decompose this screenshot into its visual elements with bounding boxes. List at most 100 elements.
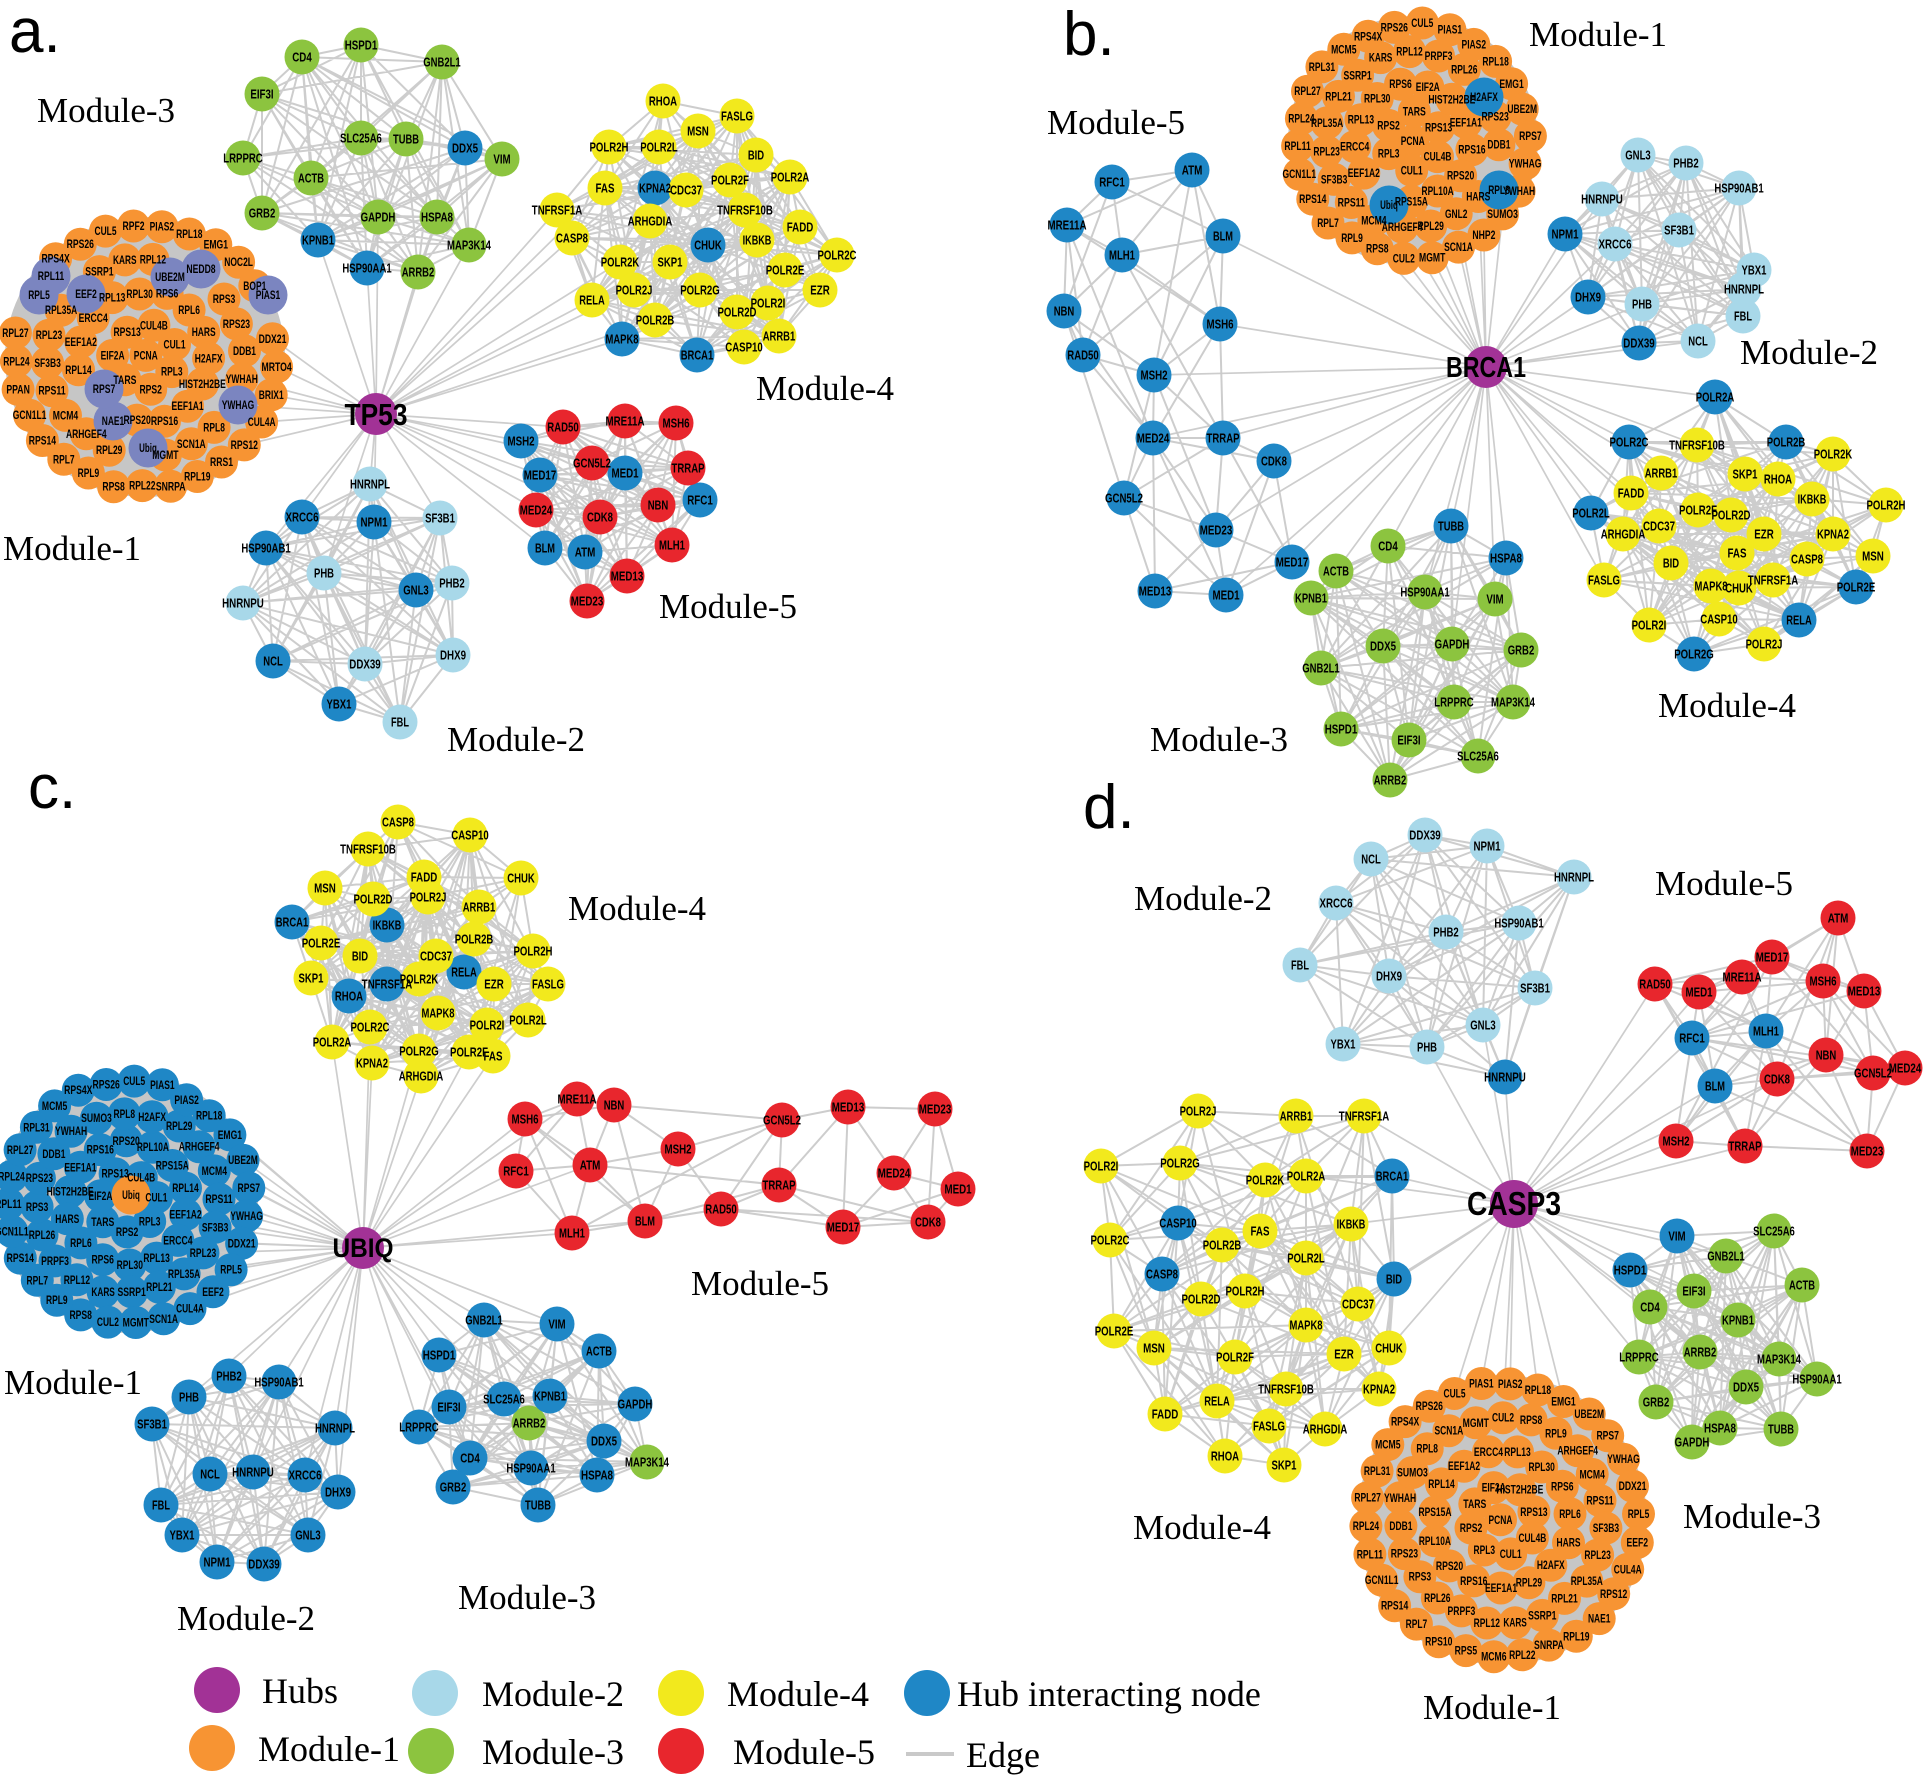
svg-text:PIAS2: PIAS2 (174, 1095, 199, 1107)
svg-text:KPNB1: KPNB1 (534, 1389, 566, 1404)
svg-text:EEF1A1: EEF1A1 (1485, 1583, 1518, 1595)
svg-text:CHUK: CHUK (507, 871, 535, 886)
svg-text:HIST2H2BE: HIST2H2BE (1428, 94, 1475, 106)
svg-text:POLR2K: POLR2K (1814, 447, 1853, 462)
svg-text:RPS26: RPS26 (67, 239, 94, 251)
svg-text:FBL: FBL (152, 1498, 170, 1513)
svg-text:RPL30: RPL30 (126, 289, 152, 301)
svg-text:RPS6: RPS6 (1551, 1481, 1574, 1493)
svg-text:CUL5: CUL5 (123, 1076, 145, 1088)
svg-text:PHB: PHB (1417, 1040, 1437, 1055)
svg-text:PIAS1: PIAS1 (1469, 1379, 1494, 1391)
svg-text:DDX5: DDX5 (1370, 639, 1396, 654)
svg-text:RPL35A: RPL35A (1311, 118, 1343, 130)
svg-text:CD4: CD4 (292, 50, 312, 65)
svg-text:MGMT: MGMT (1419, 253, 1445, 265)
svg-text:H2AFX: H2AFX (1470, 92, 1498, 104)
svg-text:CD4: CD4 (1640, 1300, 1660, 1315)
svg-text:RPS4X: RPS4X (64, 1085, 93, 1097)
svg-text:HNRNPU: HNRNPU (232, 1465, 274, 1480)
svg-text:CUL4A: CUL4A (248, 417, 276, 429)
svg-text:IKBKB: IKBKB (373, 918, 402, 933)
svg-text:POLR2E: POLR2E (766, 263, 805, 278)
svg-text:POLR2K: POLR2K (1246, 1173, 1285, 1188)
svg-text:POLR2G: POLR2G (680, 283, 720, 298)
svg-text:RPL23: RPL23 (190, 1248, 216, 1260)
svg-text:MGMT: MGMT (152, 450, 178, 462)
svg-text:MED1: MED1 (944, 1182, 971, 1197)
svg-text:NCL: NCL (1361, 852, 1381, 867)
svg-text:HARS: HARS (1466, 192, 1490, 204)
svg-text:SSRP1: SSRP1 (1528, 1610, 1557, 1622)
svg-text:CDC37: CDC37 (420, 949, 452, 964)
svg-text:YWHAG: YWHAG (222, 400, 255, 412)
svg-text:EIF2A: EIF2A (1416, 82, 1440, 94)
svg-text:RPL35A: RPL35A (168, 1269, 200, 1281)
svg-text:MSN: MSN (1143, 1341, 1165, 1356)
svg-text:RPL10A: RPL10A (1419, 1536, 1451, 1548)
svg-text:YWHAG: YWHAG (1607, 1454, 1640, 1466)
svg-text:MLH1: MLH1 (1753, 1024, 1779, 1039)
svg-text:NBN: NBN (648, 498, 669, 513)
svg-text:RPS7: RPS7 (93, 384, 116, 396)
svg-text:Hubs: Hubs (262, 1671, 338, 1711)
svg-text:TUBB: TUBB (393, 132, 419, 147)
svg-text:RPL12: RPL12 (1474, 1618, 1500, 1630)
svg-text:MSH2: MSH2 (507, 434, 534, 449)
svg-text:BLM: BLM (1705, 1079, 1725, 1094)
svg-text:PHB2: PHB2 (1673, 156, 1699, 171)
svg-text:HNRNPL: HNRNPL (315, 1421, 355, 1436)
svg-text:MED24: MED24 (520, 503, 553, 518)
svg-text:RPL9: RPL9 (78, 468, 100, 480)
svg-text:RPS4X: RPS4X (41, 254, 70, 266)
svg-text:TARS: TARS (91, 1217, 114, 1229)
svg-text:GNL3: GNL3 (295, 1528, 321, 1543)
svg-text:POLR2D: POLR2D (1712, 508, 1751, 523)
svg-text:RPL7: RPL7 (1317, 218, 1339, 230)
svg-text:CD4: CD4 (1378, 539, 1398, 554)
svg-text:TNFRSF1A: TNFRSF1A (1748, 573, 1799, 588)
svg-text:RPL5: RPL5 (1628, 1509, 1650, 1521)
svg-text:YBX1: YBX1 (170, 1528, 195, 1543)
svg-text:DDX39: DDX39 (248, 1557, 279, 1572)
svg-text:GCN5L2: GCN5L2 (1105, 491, 1143, 506)
svg-text:NEDD8: NEDD8 (186, 264, 216, 276)
svg-text:GNL3: GNL3 (1470, 1018, 1496, 1033)
svg-text:RPL8: RPL8 (1416, 1444, 1438, 1456)
svg-text:RPL29: RPL29 (166, 1121, 192, 1133)
svg-text:EMG1: EMG1 (1551, 1397, 1576, 1409)
svg-text:MED23: MED23 (1851, 1144, 1884, 1159)
svg-text:SF3B1: SF3B1 (137, 1417, 167, 1432)
svg-text:TUBB: TUBB (525, 1498, 551, 1513)
svg-text:TUBB: TUBB (1438, 519, 1464, 534)
svg-text:EEF1A1: EEF1A1 (172, 401, 205, 413)
svg-text:ATM: ATM (1182, 163, 1203, 178)
svg-text:Module-5: Module-5 (691, 1264, 829, 1303)
svg-text:HARS: HARS (192, 327, 216, 339)
svg-text:SLC25A6: SLC25A6 (1457, 749, 1499, 764)
svg-text:MSH6: MSH6 (1809, 974, 1836, 989)
svg-text:MRE11A: MRE11A (558, 1092, 597, 1107)
svg-text:KPNA2: KPNA2 (356, 1056, 388, 1071)
svg-text:ACTB: ACTB (1323, 564, 1349, 579)
svg-text:GCN1L1: GCN1L1 (0, 1227, 29, 1239)
svg-text:Module-1: Module-1 (1529, 15, 1667, 54)
svg-text:MLH1: MLH1 (1109, 248, 1135, 263)
svg-text:RPL12: RPL12 (1396, 47, 1422, 59)
svg-text:CUL1: CUL1 (1500, 1549, 1522, 1561)
svg-text:POLR2D: POLR2D (1182, 1292, 1221, 1307)
svg-text:BOP1: BOP1 (243, 281, 266, 293)
svg-text:PIAS1: PIAS1 (256, 290, 281, 302)
svg-text:RPL19: RPL19 (1563, 1631, 1589, 1643)
svg-text:ERCC4: ERCC4 (79, 313, 109, 325)
svg-text:Ubiq: Ubiq (139, 443, 157, 455)
svg-text:XRCC6: XRCC6 (1320, 896, 1353, 911)
svg-text:MED23: MED23 (1200, 523, 1233, 538)
svg-text:RPL9: RPL9 (1341, 233, 1363, 245)
svg-text:CUL4B: CUL4B (1424, 152, 1452, 164)
svg-text:Module-2: Module-2 (1134, 879, 1272, 918)
svg-text:EMG1: EMG1 (1499, 79, 1524, 91)
svg-text:RPL8: RPL8 (203, 422, 225, 434)
svg-text:Ubiq: Ubiq (1380, 200, 1398, 212)
svg-text:PHB: PHB (179, 1390, 199, 1405)
